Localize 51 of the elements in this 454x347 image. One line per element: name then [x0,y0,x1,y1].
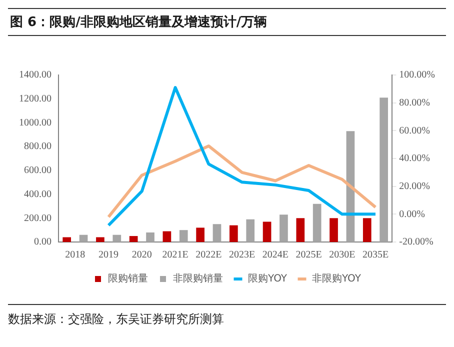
x-tick-label: 2030E [329,250,356,261]
x-tick-label: 2021E [162,250,188,261]
bar [380,98,388,242]
bar [179,230,188,242]
x-tick-label: 2035E [362,250,389,261]
bar [146,232,154,242]
bar [196,228,204,242]
y2-tick-label: 0.00% [399,208,426,220]
x-tick-label: 2018 [65,250,86,261]
x-tick-label: 2024E [262,250,288,261]
bar [62,237,72,242]
bar [212,224,222,242]
x-tick-label: 2022E [196,250,222,261]
bar [346,131,355,242]
y2-tick-label: 60.00% [399,125,430,136]
y-tick-label: 600.00 [24,165,52,176]
x-tick-label: 2020 [132,250,152,261]
y-tick-label: 0.00 [34,236,52,248]
y-tick-label: 1000.00 [19,117,52,128]
bar [162,231,172,242]
bar [96,237,104,242]
y2-tick-label: 100.00% [399,70,436,81]
legend-label: 限购销量 [108,274,148,285]
y-tick-label: 400.00 [24,188,52,200]
y2-tick-label: -20.00% [399,236,434,248]
legend-label: 限购YOY [248,274,288,285]
x-tick-label: 2019 [98,250,119,261]
bar [362,218,372,242]
bar [112,234,122,242]
legend-label: 非限购销量 [173,272,224,285]
y-tick-label: 1200.00 [19,93,52,104]
bar [312,204,322,242]
source-note: 数据来源：交强险，东吴证券研究所测算 [8,304,446,328]
x-tick-label: 2023E [228,250,256,261]
bar [246,219,255,242]
bar [262,222,272,242]
y2-tick-label: 40.00% [399,153,430,164]
bar [129,236,138,242]
bar [330,218,338,242]
bar [230,225,238,242]
bar [79,234,88,242]
y-tick-label: 1400.00 [19,70,52,81]
y-tick-label: 200.00 [24,212,52,224]
bar [280,214,288,242]
y2-tick-label: 20.00% [399,180,430,192]
x-tick-label: 2025E [296,250,322,261]
legend-label: 非限购YOY [312,272,362,285]
y2-tick-label: 80.00% [399,97,430,108]
bar [296,218,305,242]
chart-title: 图 6：限购/非限购地区销量及增速预计/万辆 [8,8,446,36]
y-tick-label: 800.00 [24,141,52,152]
